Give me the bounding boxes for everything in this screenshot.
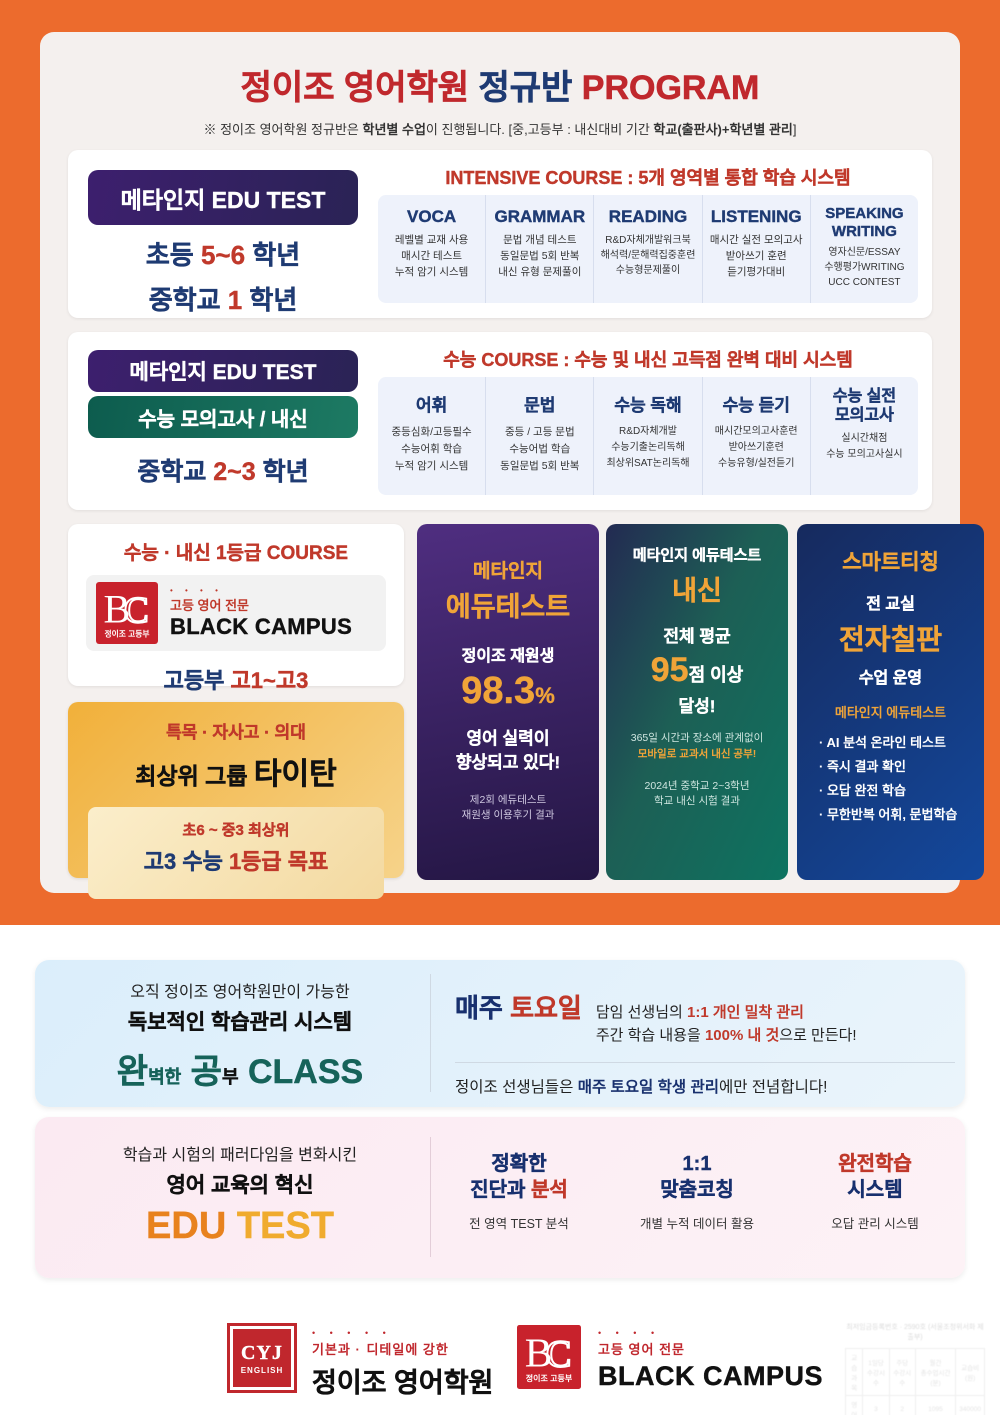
svg-text:정이조 고등부: 정이조 고등부 xyxy=(105,628,150,638)
svg-text:C: C xyxy=(546,1334,572,1376)
svg-text:정이조 고등부: 정이조 고등부 xyxy=(526,1373,573,1383)
svg-text:C: C xyxy=(124,590,149,631)
